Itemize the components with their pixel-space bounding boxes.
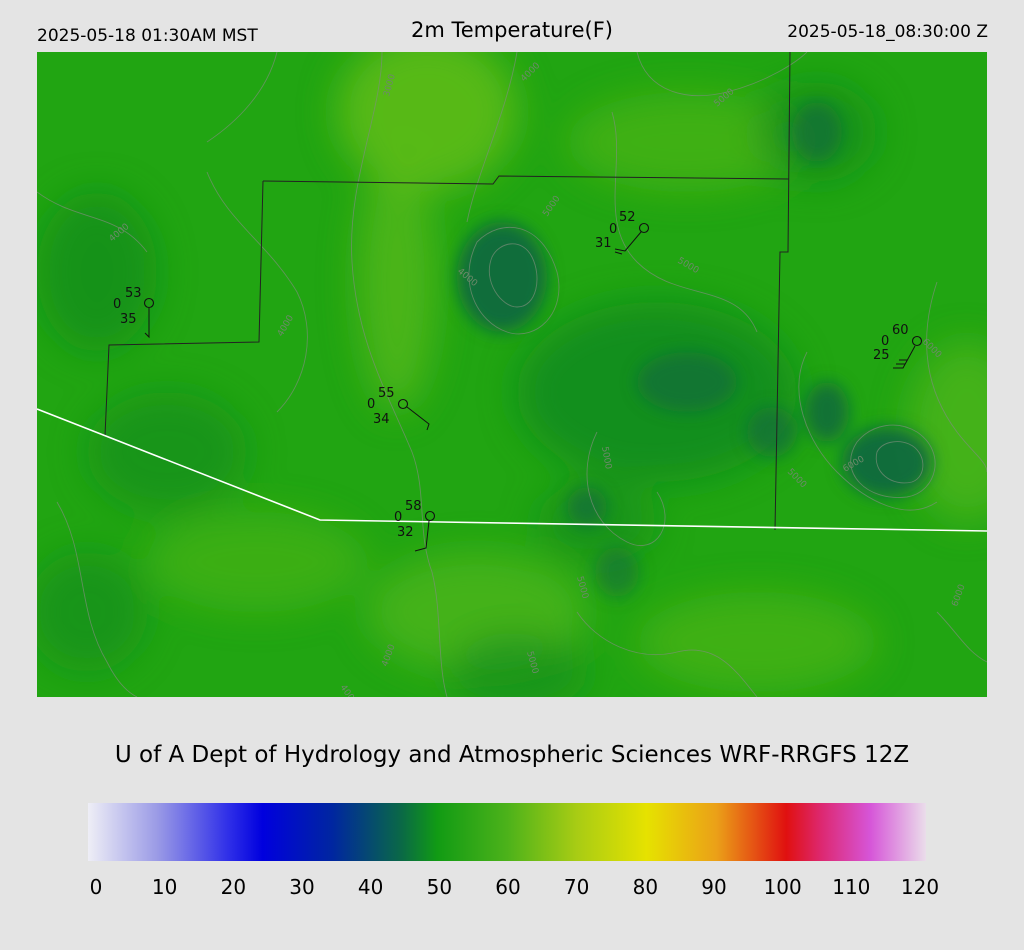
station-temperature: 55 <box>378 386 395 401</box>
map-title: 2m Temperature(F) <box>411 18 613 42</box>
station-plot: 52 0 31 <box>595 210 650 255</box>
colorbar-tick-label: 110 <box>832 875 871 899</box>
station-marker-icon <box>397 398 409 410</box>
credit-label: U of A Dept of Hydrology and Atmospheric… <box>114 742 910 768</box>
elevation-contours <box>37 52 987 697</box>
station-temperature: 60 <box>892 323 909 338</box>
wind-barb-icon <box>144 308 150 339</box>
station-marker-icon <box>424 510 436 522</box>
station-gust: 0 <box>609 222 617 237</box>
station-dewpoint: 32 <box>397 525 414 540</box>
station-dewpoint: 35 <box>120 312 137 327</box>
local-time-label: 2025-05-18 01:30AM MST <box>37 26 258 46</box>
utc-time-label: 2025-05-18_08:30:00 Z <box>787 22 988 42</box>
colorbar-tick-label: 100 <box>763 875 802 899</box>
station-gust: 0 <box>881 334 889 349</box>
wind-barb-icon <box>406 406 430 431</box>
station-marker-icon <box>911 335 923 347</box>
svg-text:5000: 5000 <box>599 446 613 471</box>
temperature-map: 3000 4000 4000 4000 4000 4000 4000 5000 … <box>37 52 987 697</box>
wind-barb-icon <box>893 345 916 369</box>
highway-line <box>37 408 987 532</box>
station-gust: 0 <box>394 510 402 525</box>
station-plot: 55 0 34 <box>367 386 430 431</box>
county-boundaries <box>104 52 791 531</box>
station-dewpoint: 25 <box>873 348 890 363</box>
station-plot: 60 0 25 <box>873 323 923 369</box>
temperature-colorbar <box>88 803 926 861</box>
colorbar-tick-label: 10 <box>151 875 178 899</box>
station-plot: 58 0 32 <box>394 499 436 552</box>
colorbar-tick-label: 60 <box>495 875 521 899</box>
colorbar-tick-label: 40 <box>357 875 384 899</box>
station-gust: 0 <box>367 397 375 412</box>
station-marker-icon <box>638 222 650 234</box>
colorbar-tick-label: 80 <box>632 875 659 899</box>
station-temperature: 53 <box>125 286 142 301</box>
colorbar-tick-label: 0 <box>89 875 103 899</box>
wind-barb-icon <box>614 231 642 255</box>
wind-barb-icon <box>414 520 430 552</box>
colorbar-tick-label: 30 <box>289 875 315 899</box>
colorbar-tick-label: 90 <box>701 875 727 899</box>
station-plot: 53 0 35 <box>113 286 155 339</box>
colorbar-tick-label: 50 <box>426 875 453 899</box>
station-gust: 0 <box>113 297 121 312</box>
colorbar-tick-label: 120 <box>900 875 940 899</box>
station-dewpoint: 34 <box>373 412 390 427</box>
station-marker-icon <box>143 297 155 309</box>
station-temperature: 52 <box>619 210 636 225</box>
station-dewpoint: 31 <box>595 236 612 251</box>
colorbar-tick-label: 20 <box>220 875 247 899</box>
station-temperature: 58 <box>405 499 422 514</box>
colorbar-tick-label: 70 <box>563 875 590 899</box>
